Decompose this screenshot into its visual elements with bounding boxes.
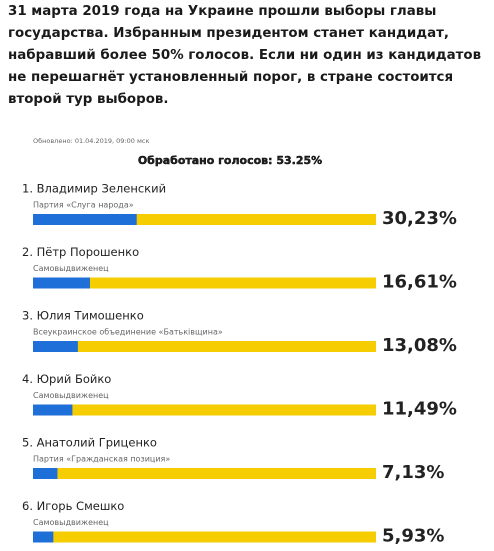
intro-line: второй тур выборов. <box>8 91 168 107</box>
value-label: 16,61% <box>382 272 457 293</box>
bar <box>33 531 54 543</box>
party: Партия «Слуга народа» <box>33 201 134 210</box>
bar-track <box>33 277 376 289</box>
party: Самовыдвиженец <box>33 518 109 527</box>
intro-line: набравший более 50% голосов. Если ни оди… <box>8 47 481 63</box>
candidate-name: 3. Юлия Тимошенко <box>22 309 144 323</box>
candidate-name: 6. Игорь Смешко <box>22 499 124 513</box>
bar <box>33 277 90 289</box>
bar <box>33 214 137 225</box>
intro-line: 31 марта 2019 года на Украине прошли выб… <box>8 3 436 19</box>
value-label: 7,13% <box>382 462 444 483</box>
candidate-name: 5. Анатолий Гриценко <box>22 436 157 450</box>
bar-track <box>33 404 376 416</box>
candidate-name: 1. Владимир Зеленский <box>22 182 166 196</box>
candidate-name: 4. Юрий Бойко <box>22 372 111 386</box>
candidate-name: 2. Пётр Порошенко <box>22 245 139 259</box>
party: Самовыдвиженец <box>33 391 109 400</box>
bar-track <box>33 531 376 543</box>
bar <box>33 404 73 416</box>
intro-line: не перешагнёт установленный порог, в стр… <box>8 70 453 85</box>
party: Партия «Гражданская позиция» <box>33 455 170 464</box>
intro-line: государства. Избранным президентом стане… <box>8 25 449 41</box>
value-label: 5,93% <box>382 526 444 547</box>
bar-track <box>33 468 376 479</box>
updated: Обновлено: 01.04.2019, 09:00 мск <box>33 137 149 145</box>
bar <box>33 341 78 352</box>
value-label: 30,23% <box>382 208 457 229</box>
subtitle: Обработано голосов: 53.25% <box>138 154 322 167</box>
bar <box>33 468 58 479</box>
bar-track <box>33 341 376 352</box>
value-label: 13,08% <box>382 335 457 356</box>
party: Самовыдвиженец <box>33 264 109 273</box>
bar-track <box>33 214 376 225</box>
party: Всеукраинское объединение «Батьківщина» <box>33 328 223 337</box>
value-label: 11,49% <box>382 399 457 420</box>
